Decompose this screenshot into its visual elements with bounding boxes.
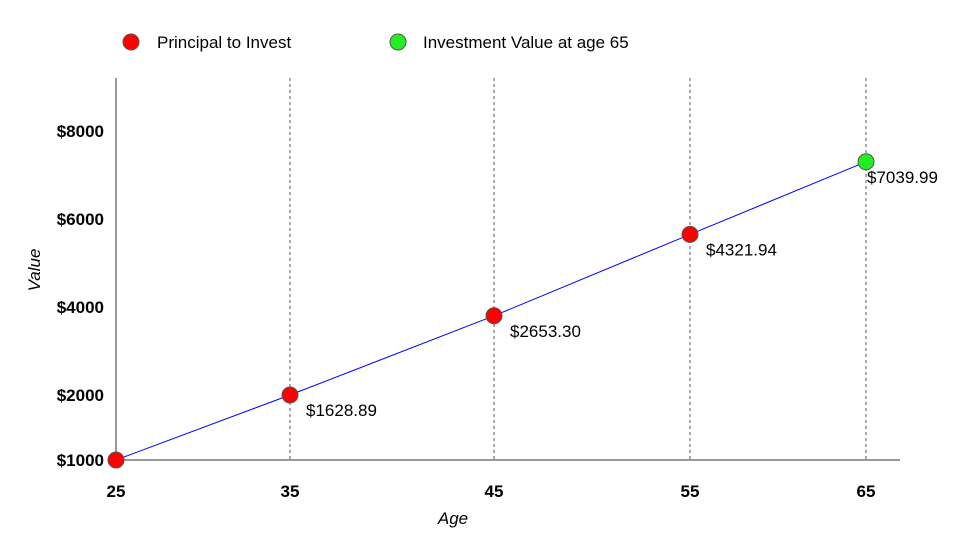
data-label-age-35: $1628.89 (306, 401, 377, 420)
y-tick-label: $8000 (57, 122, 104, 141)
x-tick-label: 25 (107, 482, 126, 501)
data-label-age-45: $2653.30 (510, 322, 581, 341)
legend-marker-principal (122, 33, 140, 51)
y-tick-label: $4000 (57, 298, 104, 317)
data-point-principal-age-35 (281, 386, 299, 404)
x-axis-label: Age (437, 509, 468, 528)
data-point-investment-age-65 (857, 153, 875, 171)
data-label-age-55: $4321.94 (706, 240, 777, 259)
x-tick-labels: 25 35 45 55 65 (107, 482, 876, 501)
y-axis-label: Value (25, 249, 44, 292)
legend-marker-investment (389, 33, 407, 51)
data-point-principal-age-45 (485, 307, 503, 325)
y-tick-labels: $1000 $2000 $4000 $6000 $8000 (57, 122, 104, 470)
legend-label-investment: Investment Value at age 65 (423, 33, 629, 52)
x-tick-label: 55 (681, 482, 700, 501)
data-points (107, 153, 875, 469)
legend-label-principal: Principal to Invest (157, 33, 291, 52)
y-tick-label: $2000 (57, 386, 104, 405)
x-tick-label: 45 (485, 482, 504, 501)
legend: Principal to Invest Investment Value at … (122, 33, 629, 52)
y-tick-label: $6000 (57, 210, 104, 229)
data-point-principal-age-55 (681, 225, 699, 243)
data-labels: $1628.89 $2653.30 $4321.94 $7039.99 (306, 168, 938, 420)
data-label-age-65: $7039.99 (867, 168, 938, 187)
axes (115, 78, 900, 461)
x-tick-label: 35 (281, 482, 300, 501)
x-tick-label: 65 (857, 482, 876, 501)
data-point-principal-age-25 (107, 451, 125, 469)
y-tick-label: $1000 (57, 451, 104, 470)
